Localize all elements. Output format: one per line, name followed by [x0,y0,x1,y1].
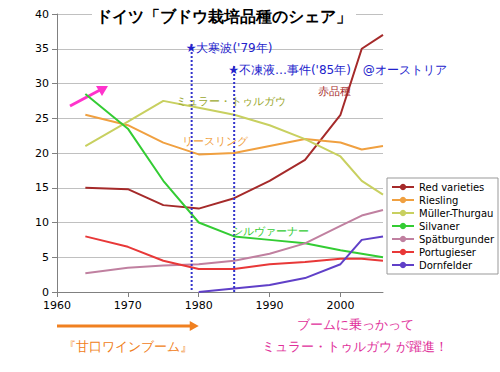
svg-text:Silvaner: Silvaner [419,221,460,232]
svg-text:20: 20 [35,147,49,160]
svg-text:Spätburgunder: Spätburgunder [419,234,495,245]
svg-text:★大寒波('79年): ★大寒波('79年) [186,41,273,55]
svg-text:40: 40 [35,8,49,21]
svg-text:シルヴァーナー: シルヴァーナー [232,225,309,238]
svg-text:30: 30 [35,77,49,90]
svg-text:Müller-Thurgau: Müller-Thurgau [419,208,493,219]
svg-text:5: 5 [42,251,49,264]
svg-text:1970: 1970 [114,299,142,312]
svg-text:0: 0 [42,286,49,299]
svg-text:★不凍液…事件('85年) @オーストリア: ★不凍液…事件('85年) @オーストリア [228,63,447,77]
svg-text:『甘口ワインブーム』: 『甘口ワインブーム』 [63,339,193,354]
svg-text:1990: 1990 [256,299,284,312]
svg-text:1960: 1960 [43,299,71,312]
svg-text:ミュラー・トゥルガウ が躍進！: ミュラー・トゥルガウ が躍進！ [262,339,448,354]
svg-text:ミュラー・トゥルガウ: ミュラー・トゥルガウ [176,95,286,108]
svg-text:15: 15 [35,181,49,194]
svg-text:1980: 1980 [185,299,213,312]
svg-text:35: 35 [35,42,49,55]
svg-text:25: 25 [35,112,49,125]
svg-text:Dornfelder: Dornfelder [419,260,473,271]
svg-text:赤品種: 赤品種 [318,85,351,98]
svg-text:ドイツ「ブドウ栽培品種のシェア」: ドイツ「ブドウ栽培品種のシェア」 [96,7,352,26]
svg-text:2000: 2000 [326,299,354,312]
svg-text:Portugieser: Portugieser [419,247,477,258]
svg-text:リースリング: リースリング [182,135,249,148]
svg-text:Red varieties: Red varieties [419,182,484,193]
svg-text:10: 10 [35,216,49,229]
svg-text:ブームに乗っかって: ブームに乗っかって [297,317,414,332]
svg-text:Riesling: Riesling [419,195,458,206]
